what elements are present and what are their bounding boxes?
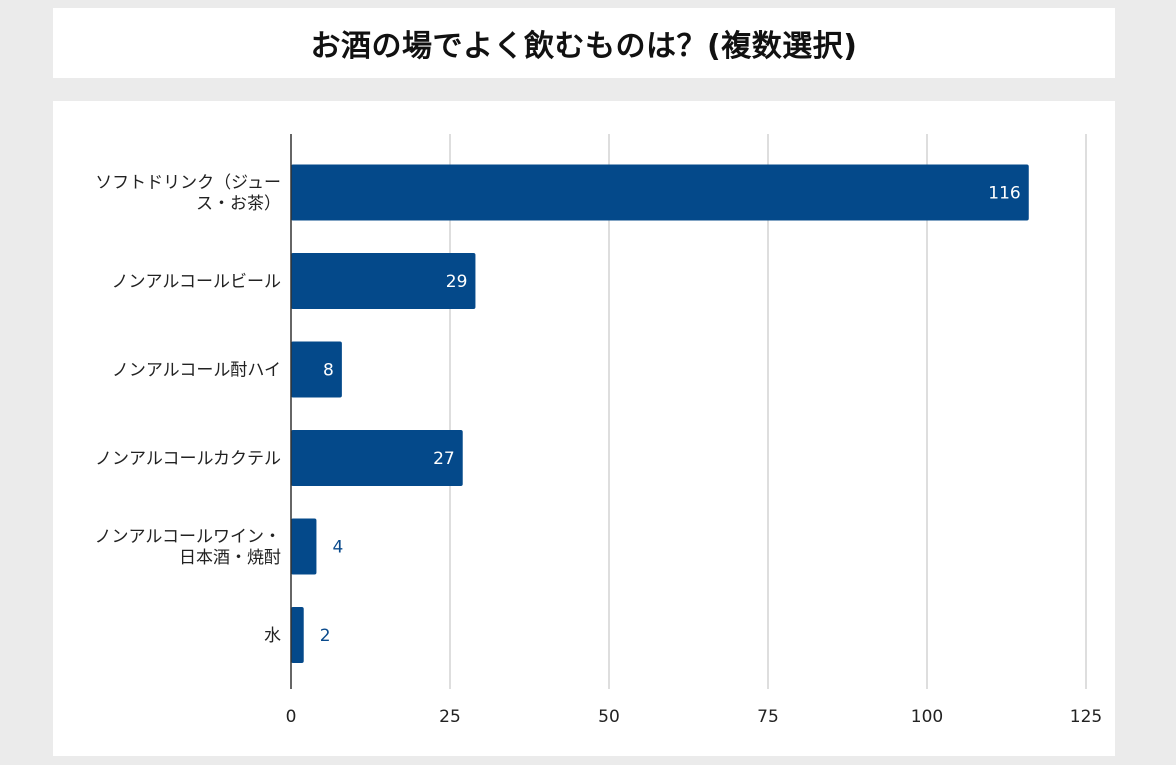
category-label: 日本酒・焼酎 [179, 548, 281, 568]
chart-panel: 0 25 50 75 100 125 116 ソフトドリンク（ジュー ス・お茶） 29 ノンアルコー… [53, 101, 1115, 756]
category-label: ノンアルコールカクテル [95, 449, 281, 469]
category-label: 水 [264, 626, 281, 646]
chart-title-panel: お酒の場でよく飲むものは？(複数選択) [53, 8, 1115, 78]
bar [291, 607, 304, 663]
data-label: 2 [320, 626, 331, 646]
data-label: 27 [433, 449, 455, 469]
category-label: ノンアルコールワイン・ [95, 527, 282, 547]
data-label: 8 [323, 361, 334, 381]
data-label: 29 [446, 272, 468, 292]
x-tick-label: 0 [286, 707, 297, 727]
data-label: 116 [988, 184, 1020, 204]
x-tick-label: 75 [757, 707, 779, 727]
category-label: ノンアルコール酎ハイ [112, 361, 281, 381]
bar [291, 164, 1029, 221]
category-label: ノンアルコールビール [112, 272, 282, 292]
x-tick-label: 50 [598, 707, 620, 727]
x-tick-label: 125 [1070, 707, 1102, 727]
x-tick-label: 100 [911, 707, 943, 727]
bar [291, 253, 476, 309]
bar [291, 341, 342, 398]
data-label: 4 [332, 538, 343, 558]
bar [291, 518, 317, 575]
category-label: ソフトドリンク（ジュー [95, 173, 281, 193]
category-label: ス・お茶） [196, 194, 281, 214]
x-tick-label: 25 [439, 707, 461, 727]
chart-title: お酒の場でよく飲むものは？(複数選択) [310, 29, 858, 64]
bar [291, 430, 463, 486]
